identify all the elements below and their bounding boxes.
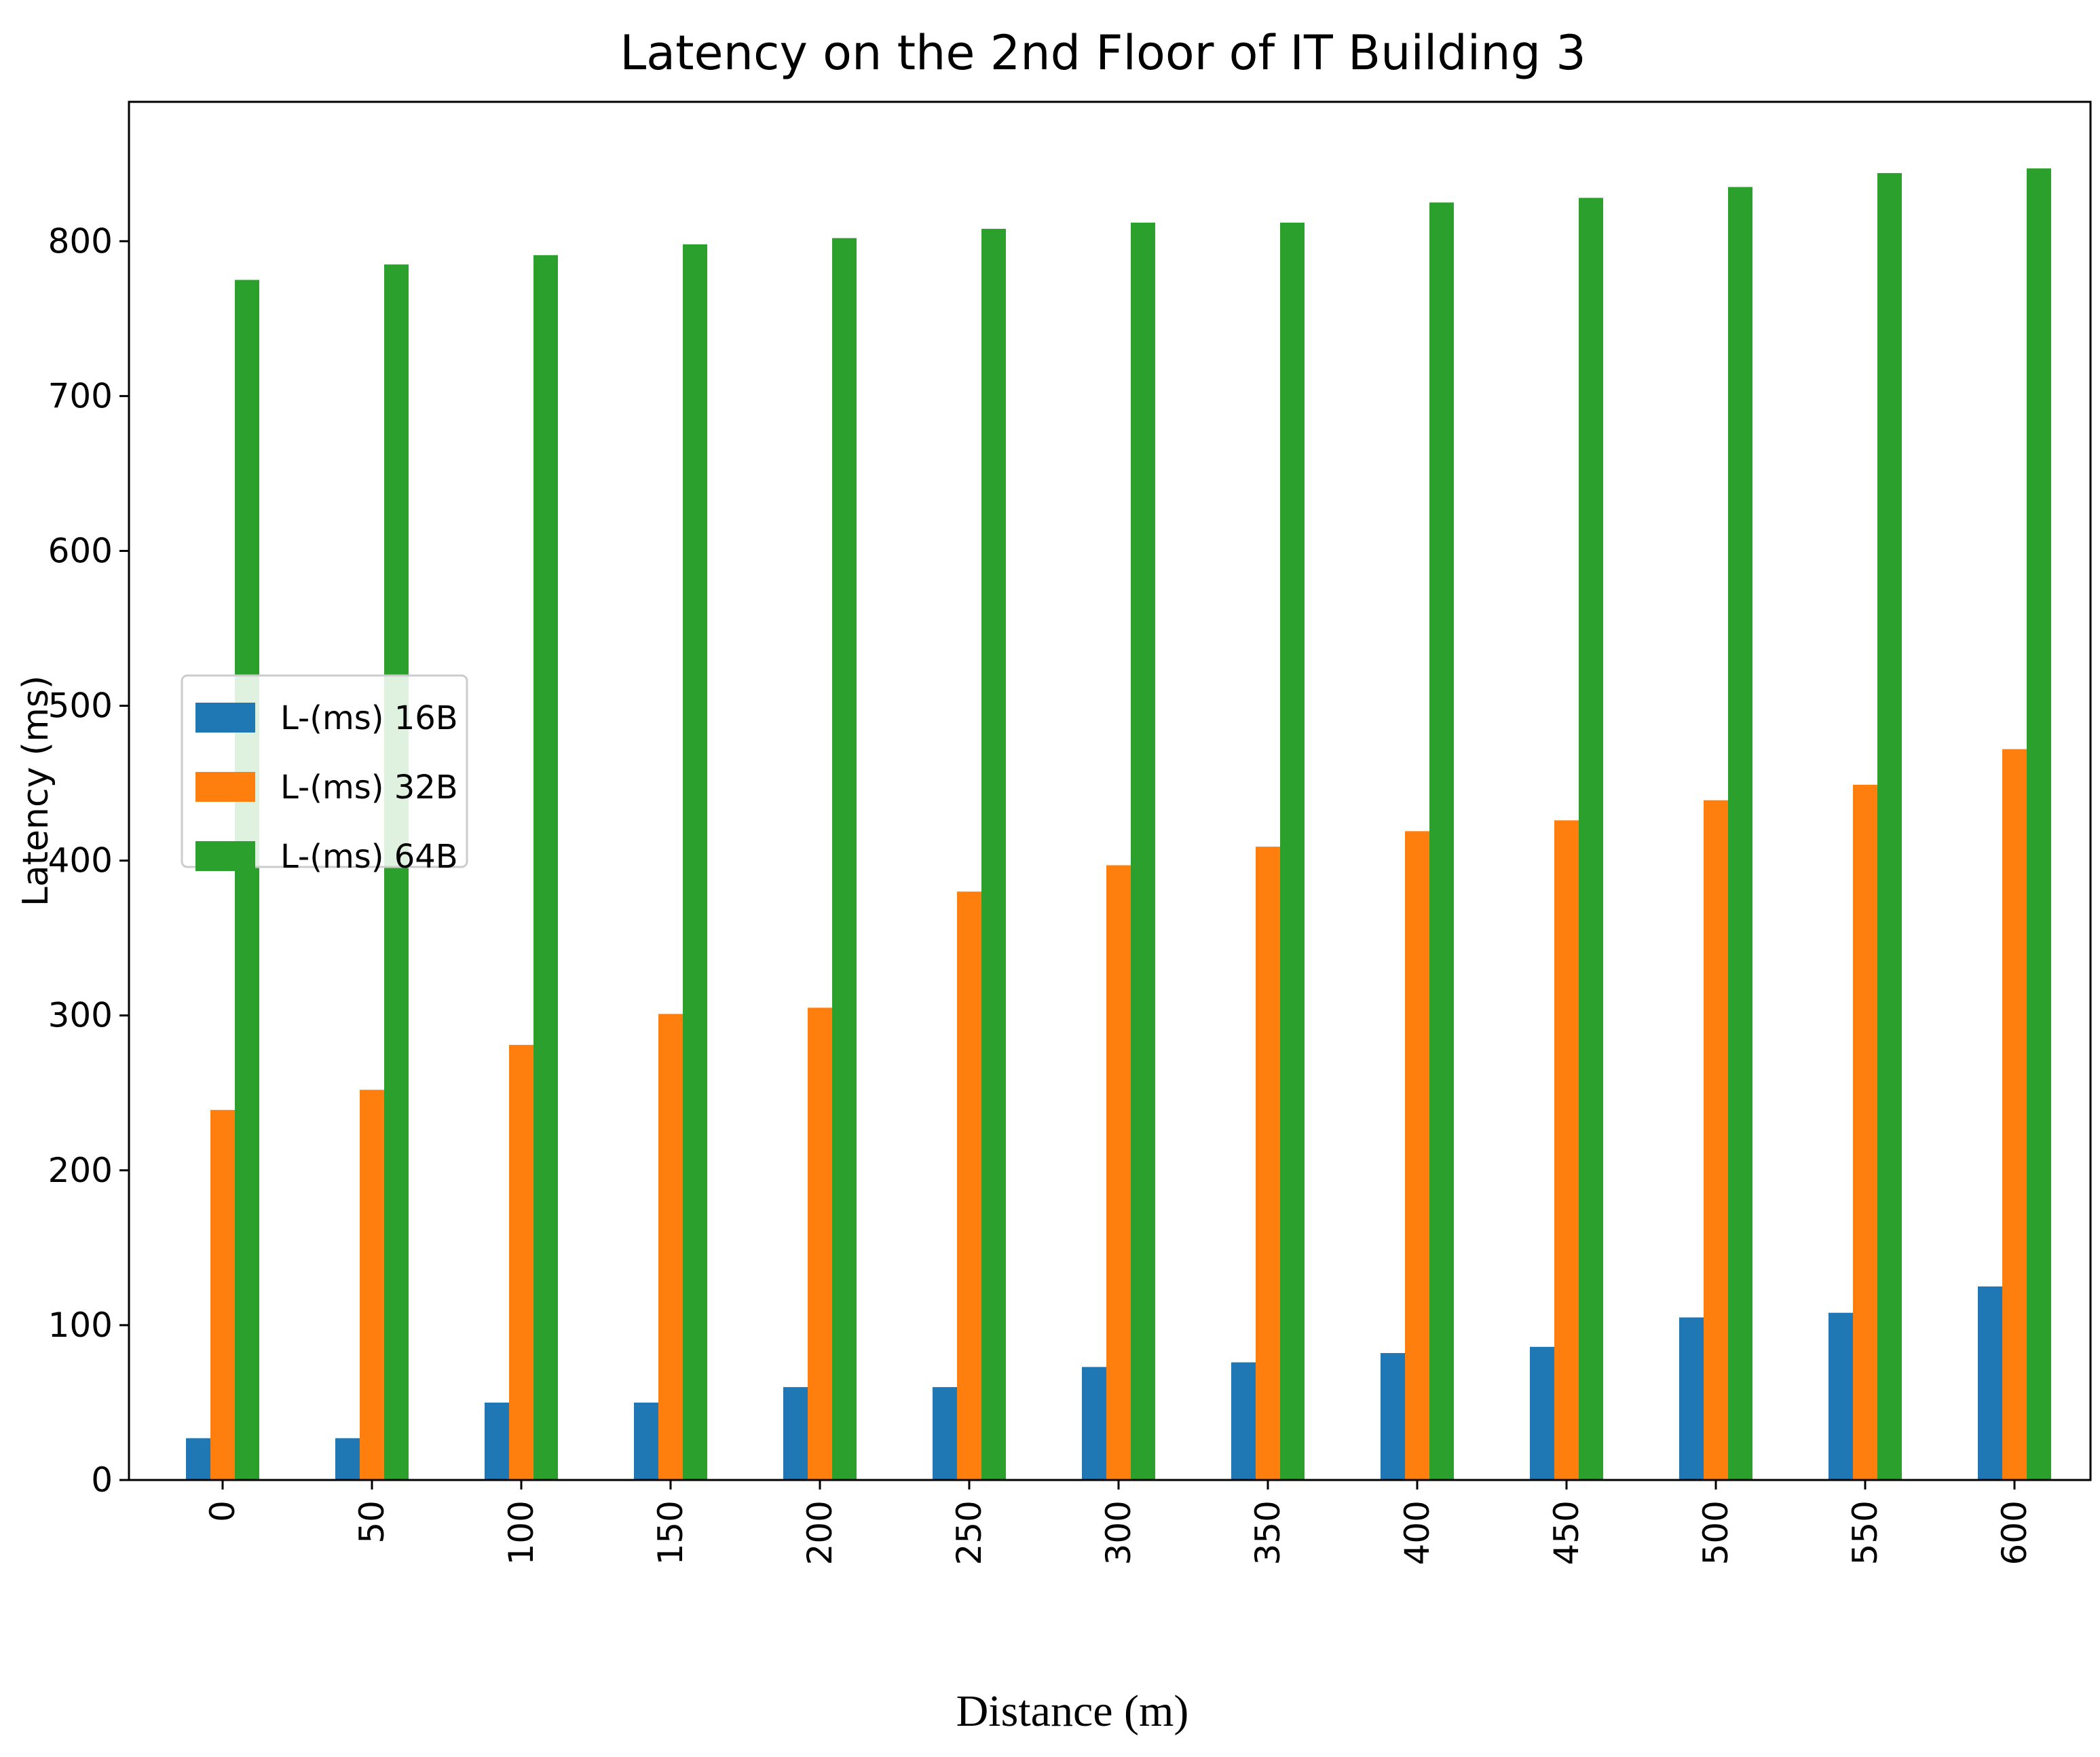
bar-l-ms-64b-600 bbox=[2027, 168, 2051, 1481]
bar-l-ms-16b-250 bbox=[933, 1387, 957, 1480]
y-tick-label: 100 bbox=[48, 1306, 113, 1345]
x-tick-label: 600 bbox=[1995, 1500, 2034, 1565]
bar-l-ms-16b-0 bbox=[186, 1438, 210, 1480]
y-tick-label: 300 bbox=[48, 996, 113, 1035]
bar-l-ms-64b-550 bbox=[1877, 172, 1902, 1480]
plot-frame bbox=[128, 100, 2092, 1481]
x-tick-label: 150 bbox=[651, 1500, 690, 1565]
x-tick-label: 350 bbox=[1248, 1500, 1288, 1565]
x-tick-label: 300 bbox=[1099, 1500, 1138, 1565]
bar-l-ms-32b-200 bbox=[808, 1007, 832, 1480]
bar-l-ms-16b-600 bbox=[1978, 1286, 2002, 1480]
bar-l-ms-32b-150 bbox=[658, 1014, 683, 1480]
x-tick-label: 250 bbox=[950, 1500, 989, 1565]
bar-l-ms-32b-350 bbox=[1256, 847, 1280, 1480]
y-tick-label: 800 bbox=[48, 221, 113, 261]
y-axis-ticks: 0 100 200 300 400 500 600 700 800 bbox=[48, 221, 129, 1500]
legend: L-(ms) 16B L-(ms) 32B L-(ms) 64B bbox=[181, 674, 468, 876]
bar-l-ms-32b-500 bbox=[1704, 800, 1728, 1480]
bar-l-ms-64b-350 bbox=[1280, 222, 1305, 1480]
x-tick-label: 200 bbox=[800, 1500, 840, 1565]
y-tick-label: 600 bbox=[48, 531, 113, 570]
bar-l-ms-64b-100 bbox=[533, 255, 558, 1481]
bar-l-ms-64b-200 bbox=[832, 238, 857, 1480]
bar-l-ms-64b-450 bbox=[1579, 198, 1603, 1480]
bar-l-ms-64b-0 bbox=[235, 280, 259, 1481]
legend-label: L-(ms) 16B bbox=[280, 699, 458, 737]
bars-layer bbox=[186, 168, 2051, 1481]
bar-l-ms-32b-100 bbox=[509, 1045, 533, 1480]
bar-l-ms-16b-550 bbox=[1829, 1312, 1853, 1480]
x-tick-label: 550 bbox=[1845, 1500, 1885, 1565]
x-tick-label: 450 bbox=[1547, 1500, 1586, 1565]
bar-l-ms-32b-600 bbox=[2002, 749, 2027, 1480]
x-tick-label: 50 bbox=[352, 1500, 392, 1544]
y-tick-label: 500 bbox=[48, 686, 113, 726]
bar-l-ms-16b-500 bbox=[1679, 1317, 1704, 1480]
bar-l-ms-16b-400 bbox=[1381, 1352, 1405, 1480]
bar-l-ms-32b-300 bbox=[1106, 865, 1131, 1480]
bar-l-ms-16b-50 bbox=[335, 1438, 360, 1480]
bar-l-ms-16b-200 bbox=[783, 1387, 808, 1480]
x-tick-label: 500 bbox=[1696, 1500, 1736, 1565]
bar-l-ms-32b-50 bbox=[360, 1090, 384, 1480]
bar-l-ms-16b-350 bbox=[1231, 1362, 1256, 1480]
x-axis-ticks: 0 50 100 150 200 250 300 350 400 450 500 550 600 bbox=[203, 1480, 2034, 1565]
y-axis-label: Latency (ms) bbox=[16, 676, 56, 906]
y-tick-label: 200 bbox=[48, 1151, 113, 1190]
bar-l-ms-32b-550 bbox=[1853, 784, 1877, 1480]
bar-l-ms-64b-500 bbox=[1728, 187, 1752, 1480]
bar-l-ms-64b-50 bbox=[384, 264, 409, 1480]
bar-l-ms-16b-150 bbox=[634, 1402, 658, 1480]
x-axis-label: Distance (m) bbox=[956, 1686, 1189, 1736]
y-tick-label: 0 bbox=[91, 1460, 113, 1500]
bar-l-ms-32b-400 bbox=[1405, 831, 1429, 1480]
bar-l-ms-16b-300 bbox=[1082, 1367, 1106, 1480]
y-tick-label: 700 bbox=[48, 376, 113, 415]
x-tick-label: 100 bbox=[502, 1500, 541, 1565]
bar-l-ms-64b-150 bbox=[683, 244, 707, 1481]
bar-l-ms-16b-450 bbox=[1530, 1346, 1554, 1480]
bar-l-ms-32b-0 bbox=[210, 1109, 235, 1480]
bar-l-ms-32b-450 bbox=[1554, 820, 1579, 1480]
legend-label: L-(ms) 32B bbox=[280, 769, 458, 807]
legend-swatch bbox=[195, 703, 255, 733]
bar-l-ms-64b-300 bbox=[1131, 222, 1155, 1480]
legend-swatch bbox=[195, 841, 255, 871]
y-tick-label: 400 bbox=[48, 841, 113, 881]
bar-l-ms-32b-250 bbox=[957, 891, 981, 1480]
bar-l-ms-16b-100 bbox=[485, 1402, 509, 1480]
legend-swatch bbox=[195, 772, 255, 802]
legend-label: L-(ms) 64B bbox=[280, 838, 458, 876]
chart-title: Latency on the 2nd Floor of IT Building … bbox=[620, 25, 1586, 81]
bar-l-ms-64b-400 bbox=[1429, 202, 1454, 1480]
bar-l-ms-64b-250 bbox=[981, 229, 1006, 1481]
x-tick-label: 400 bbox=[1398, 1500, 1437, 1565]
x-tick-label: 0 bbox=[203, 1500, 242, 1522]
